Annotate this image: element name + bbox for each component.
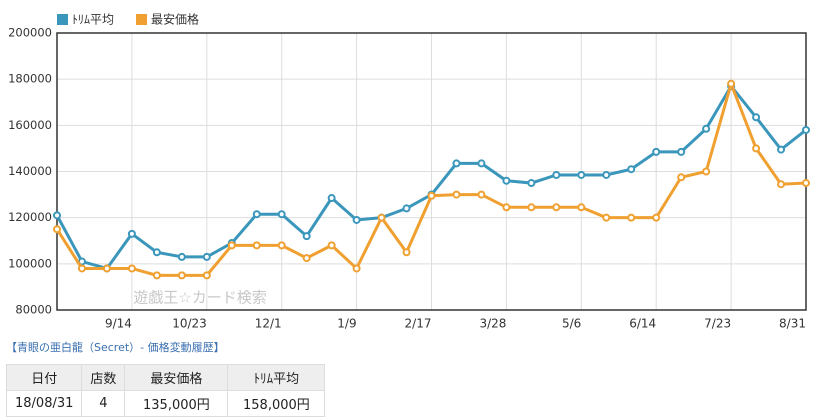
y-tick-label: 200000 — [8, 26, 52, 40]
cell: 18/08/31 — [5, 390, 83, 417]
point — [327, 241, 336, 250]
point — [152, 271, 161, 280]
point — [752, 113, 761, 122]
point — [777, 180, 786, 189]
y-tick-label: 100000 — [8, 256, 52, 270]
point — [752, 144, 761, 153]
header-row: 日付 店数 最安価格 ﾄﾘﾑ平均 — [5, 364, 326, 391]
x-tick-label: 12/1 — [255, 317, 282, 331]
x-tick-label: 10/23 — [172, 317, 207, 331]
plot-border — [56, 32, 807, 311]
header-cell: 最安価格 — [124, 364, 229, 391]
price-table: 日付 店数 最安価格 ﾄﾘﾑ平均 18/08/31 4 135,000円 158… — [5, 364, 326, 417]
point — [227, 241, 236, 250]
point — [702, 124, 711, 133]
y-tick-label: 160000 — [8, 118, 52, 132]
point — [302, 254, 311, 263]
point — [502, 203, 511, 212]
x-tick-label: 6/14 — [629, 317, 656, 331]
point — [377, 213, 386, 222]
x-tick-label: 7/23 — [704, 317, 731, 331]
point — [727, 79, 736, 88]
point — [202, 252, 211, 261]
legend-label: ﾄﾘﾑ平均 — [72, 13, 114, 27]
x-tick-label: 1/9 — [337, 317, 356, 331]
point — [452, 190, 461, 199]
x-tick-label: 9/14 — [105, 317, 132, 331]
point — [102, 264, 111, 273]
point — [577, 170, 586, 179]
point — [402, 204, 411, 213]
point — [202, 271, 211, 280]
cell: 158,000円 — [227, 390, 326, 417]
point — [552, 203, 561, 212]
point — [177, 252, 186, 261]
point — [302, 232, 311, 241]
cell: 4 — [81, 390, 126, 417]
point — [402, 248, 411, 257]
point — [602, 170, 611, 179]
point — [277, 241, 286, 250]
point — [477, 190, 486, 199]
point — [527, 179, 536, 188]
point — [652, 147, 661, 156]
header-cell: ﾄﾘﾑ平均 — [227, 364, 326, 391]
watermark: 遊戯王☆カード検索 — [133, 289, 266, 307]
point — [352, 264, 361, 273]
point — [427, 191, 436, 200]
point — [152, 248, 161, 257]
x-tick-label: 5/6 — [562, 317, 581, 331]
point — [677, 147, 686, 156]
point — [577, 203, 586, 212]
point — [177, 271, 186, 280]
point — [627, 213, 636, 222]
y-tick-label: 180000 — [8, 72, 52, 86]
header-cell: 日付 — [5, 364, 83, 391]
point — [127, 229, 136, 238]
point — [252, 210, 261, 219]
y-tick-label: 140000 — [8, 164, 52, 178]
point — [527, 203, 536, 212]
point — [127, 264, 136, 273]
x-tick-label: 3/28 — [479, 317, 506, 331]
point — [702, 167, 711, 176]
point — [552, 170, 561, 179]
point — [502, 176, 511, 185]
point — [677, 173, 686, 182]
point — [777, 145, 786, 154]
cell: 135,000円 — [124, 390, 229, 417]
y-tick-label: 80000 — [15, 303, 52, 317]
point — [53, 211, 61, 220]
point — [53, 225, 61, 234]
point — [477, 159, 486, 168]
point — [802, 179, 810, 188]
point — [352, 215, 361, 224]
y-tick-label: 120000 — [8, 210, 52, 224]
legend-swatch — [57, 14, 68, 25]
point — [327, 194, 336, 203]
point — [802, 125, 810, 134]
point — [452, 159, 461, 168]
point — [252, 241, 261, 250]
point — [277, 210, 286, 219]
x-tick-label: 2/17 — [405, 317, 432, 331]
point — [77, 264, 86, 273]
chart: 遊戯王☆カード検索 80000 100000 120000 140000 160000 1… — [8, 12, 810, 331]
legend-label: 最安価格 — [151, 12, 199, 27]
caption: 【青眼の亜白龍（Secret）- 価格変動履歴】 — [6, 341, 225, 354]
header-cell: 店数 — [81, 364, 126, 391]
point — [627, 165, 636, 174]
point — [652, 213, 661, 222]
legend-swatch — [136, 14, 148, 25]
point — [602, 213, 611, 222]
data-row: 18/08/31 4 135,000円 158,000円 — [5, 390, 326, 417]
x-tick-label: 8/31 — [779, 317, 806, 331]
